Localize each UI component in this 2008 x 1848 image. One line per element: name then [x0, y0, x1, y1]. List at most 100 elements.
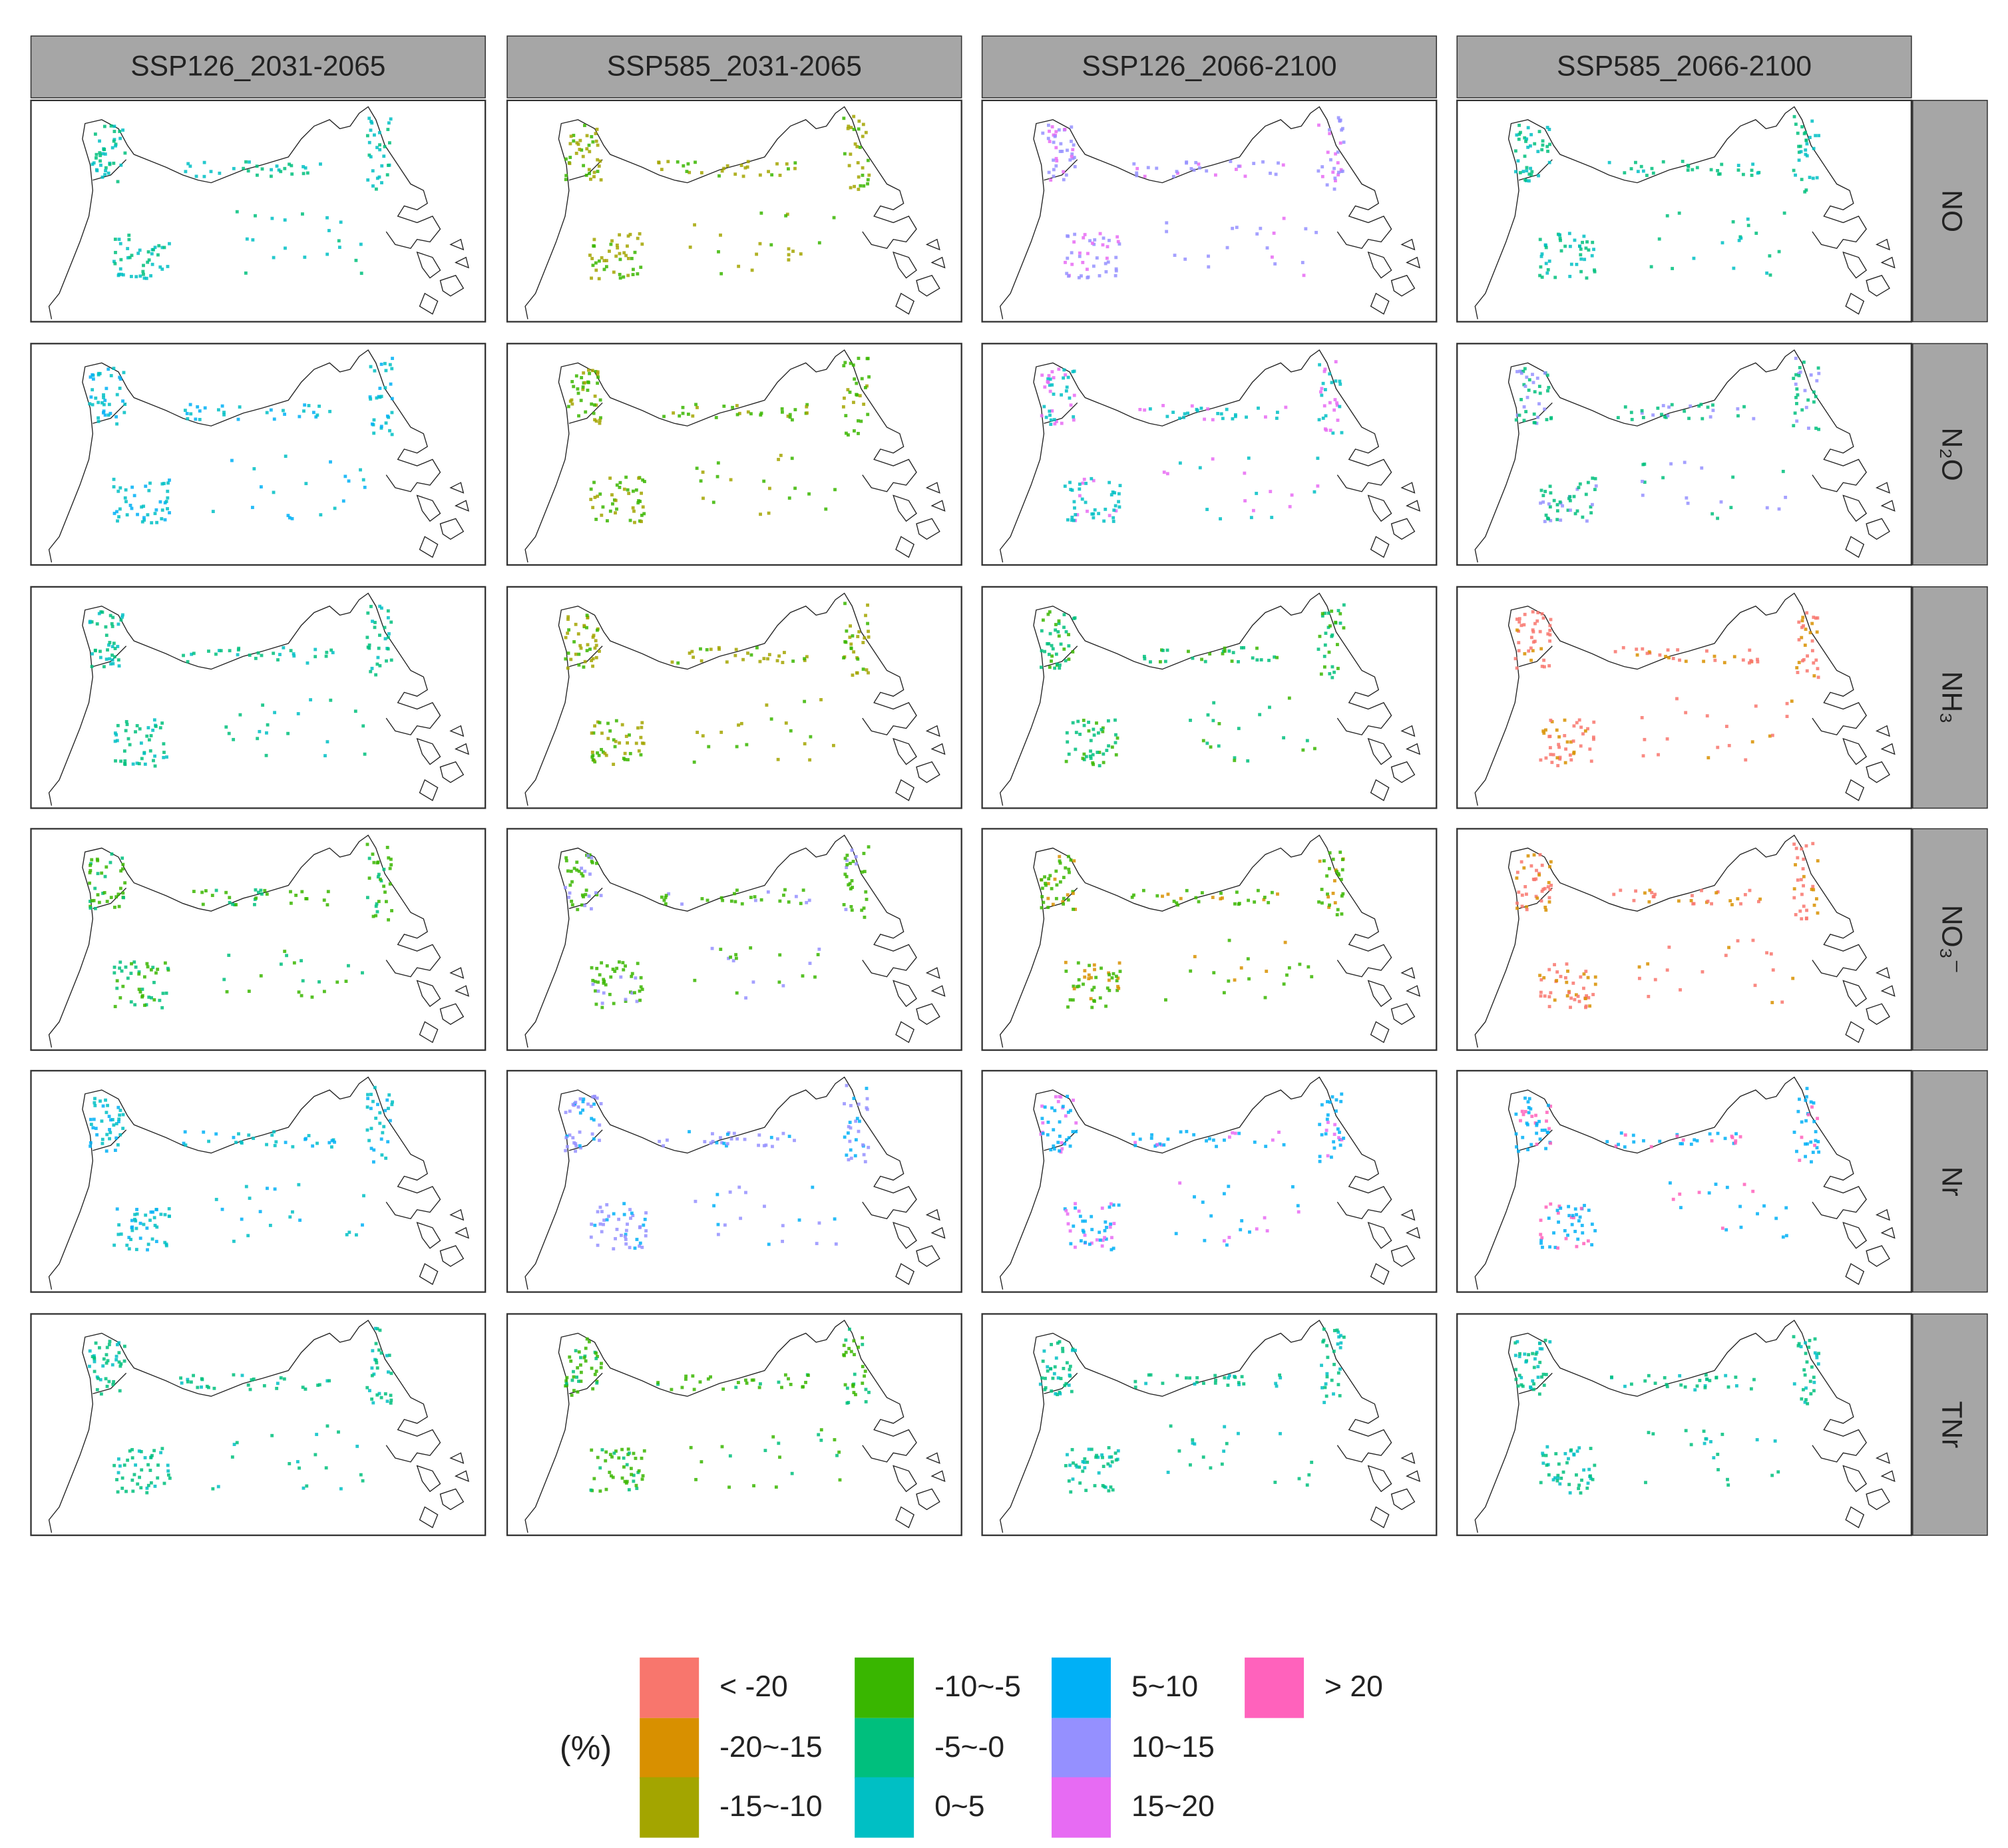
pixel — [576, 391, 580, 395]
pixel — [1517, 1149, 1520, 1153]
pixel — [1589, 511, 1593, 515]
pixel — [1526, 1100, 1530, 1104]
pixel — [771, 1435, 775, 1439]
pixel — [1809, 1392, 1813, 1395]
pixel — [1513, 149, 1517, 153]
pixel — [140, 994, 144, 998]
pixel — [1513, 170, 1517, 174]
pixel — [1334, 179, 1337, 182]
pixel — [1104, 1220, 1107, 1224]
pixel — [275, 1386, 279, 1390]
pixel — [787, 1377, 790, 1381]
pixel — [387, 918, 391, 922]
legend-label: > 20 — [1324, 1670, 1383, 1703]
pixel — [1515, 370, 1519, 373]
pixel — [1623, 1145, 1627, 1149]
pixel — [591, 636, 595, 639]
pixel — [244, 271, 248, 275]
pixel — [688, 1130, 691, 1134]
pixel — [1053, 666, 1057, 670]
pixel — [1561, 1470, 1565, 1474]
pixel — [1203, 659, 1207, 663]
pixel — [240, 1141, 244, 1145]
pixel — [583, 124, 586, 127]
pixel — [592, 175, 596, 178]
pixel — [1333, 398, 1337, 401]
pixel — [597, 259, 601, 263]
pixel — [1536, 611, 1540, 615]
pixel — [365, 636, 369, 640]
legend-label: -5~-0 — [934, 1731, 1004, 1763]
pixel — [1330, 610, 1334, 613]
pixel — [1107, 988, 1111, 992]
pixel — [1535, 1350, 1539, 1354]
pixel — [1549, 1104, 1553, 1108]
pixel — [114, 1354, 118, 1358]
pixel — [387, 1354, 391, 1358]
pixel — [108, 1340, 112, 1344]
pixel — [1323, 1386, 1327, 1389]
pixel — [1176, 903, 1179, 907]
pixel — [1115, 988, 1119, 992]
pixel — [1217, 722, 1221, 725]
pixel — [1068, 1144, 1072, 1148]
pixel — [686, 162, 690, 166]
pixel — [1053, 1365, 1057, 1369]
pixel — [778, 953, 782, 957]
pixel — [775, 162, 779, 166]
pixel — [624, 998, 628, 1002]
pixel — [1065, 385, 1069, 389]
pixel — [1074, 1463, 1078, 1467]
pixel — [591, 140, 595, 144]
pixel — [1804, 1397, 1808, 1401]
pixel — [789, 729, 793, 733]
pixel — [1055, 159, 1059, 163]
pixel — [303, 1387, 307, 1391]
pixel — [856, 657, 860, 661]
pixel — [1543, 665, 1546, 669]
pixel — [1804, 916, 1808, 920]
pixel — [578, 644, 582, 647]
pixel — [1578, 482, 1582, 486]
pixel — [600, 1230, 604, 1234]
pixel — [1066, 893, 1070, 897]
pixel — [1588, 1004, 1592, 1008]
pixel — [1515, 876, 1519, 880]
pixel — [598, 1466, 602, 1470]
pixel — [265, 892, 269, 896]
pixel — [248, 1387, 252, 1391]
pixel — [1545, 1119, 1548, 1123]
pixel — [137, 1449, 141, 1453]
pixel — [1090, 1006, 1094, 1010]
pixel — [1240, 1219, 1244, 1222]
pixel — [1336, 908, 1340, 912]
pixel — [719, 1136, 722, 1140]
pixel — [709, 647, 713, 651]
pixel — [108, 411, 112, 415]
pixel — [99, 655, 102, 659]
pixel — [1173, 254, 1177, 258]
pixel — [1579, 744, 1583, 748]
pixel — [1335, 403, 1339, 407]
pixel — [1331, 431, 1335, 435]
pixel — [729, 1137, 733, 1141]
pixel — [1814, 395, 1818, 399]
pixel — [1178, 1181, 1182, 1185]
pixel — [1058, 150, 1062, 153]
pixel — [1197, 900, 1201, 904]
pixel — [852, 114, 856, 118]
pixel — [1155, 166, 1159, 170]
pixel — [598, 973, 602, 977]
pixel — [222, 411, 226, 415]
pixel — [599, 416, 602, 420]
pixel — [639, 266, 643, 270]
pixel — [586, 380, 590, 384]
pixel — [1090, 976, 1093, 980]
pixel — [1752, 417, 1756, 421]
pixel — [1087, 977, 1091, 981]
pixel — [1545, 271, 1549, 275]
column-strip — [506, 35, 962, 98]
pixel — [95, 169, 99, 172]
pixel — [1147, 1373, 1151, 1377]
pixel — [634, 741, 638, 745]
